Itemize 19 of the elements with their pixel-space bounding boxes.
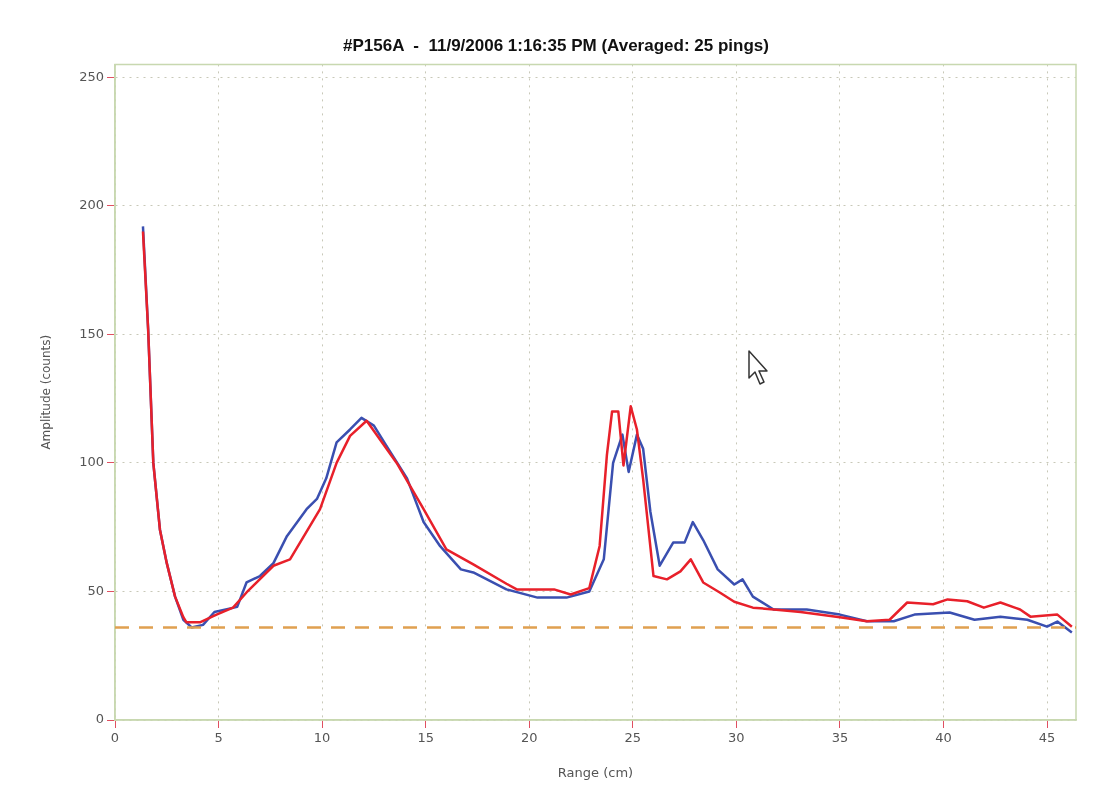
x-tick-label: 35 [831, 730, 849, 746]
x-tick-label: 45 [1038, 730, 1056, 746]
chart-title: #P156A - 11/9/2006 1:16:35 PM (Averaged: 25 pings) [343, 35, 769, 55]
x-tick-label: 20 [520, 730, 538, 746]
x-tick-label: 5 [214, 730, 223, 746]
x-tick-label: 25 [624, 730, 642, 746]
y-tick-label: 0 [95, 711, 104, 727]
x-tick-label: 40 [935, 730, 952, 746]
x-tick-label: 30 [728, 730, 745, 746]
y-tick-label: 150 [79, 325, 104, 341]
x-tick-label: 10 [313, 730, 331, 746]
y-tick-label: 250 [79, 68, 104, 84]
y-tick-label: 200 [79, 197, 104, 213]
y-axis-title: Amplitude (counts) [39, 334, 54, 450]
x-axis-title: Range (cm) [557, 764, 634, 780]
y-tick-label: 100 [79, 454, 104, 470]
y-tick-label: 50 [87, 582, 104, 598]
x-tick-label: 15 [417, 730, 434, 746]
x-tick-label: 0 [110, 730, 120, 746]
